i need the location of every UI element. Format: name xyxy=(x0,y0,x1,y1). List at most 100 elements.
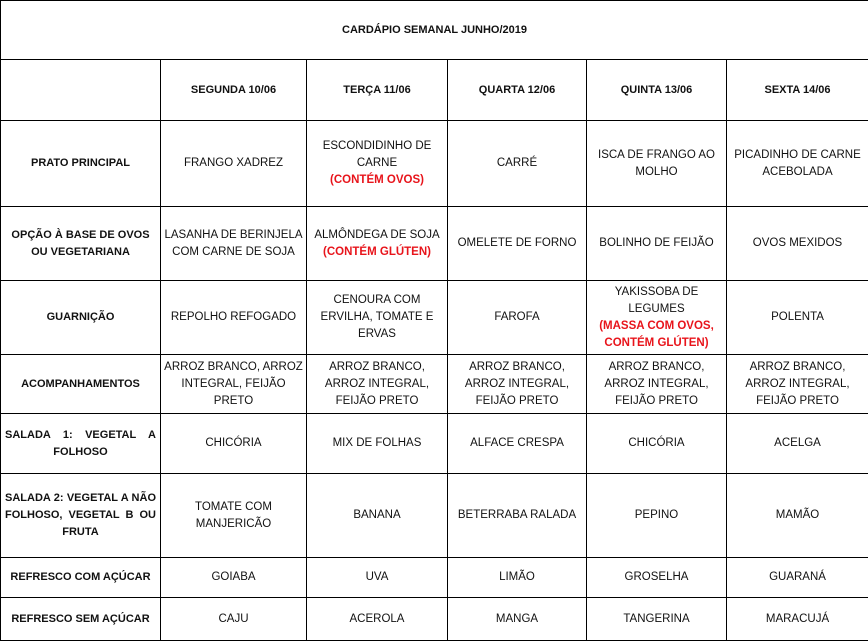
dish-text: TANGERINA xyxy=(623,612,690,625)
dish-text: LASANHA DE BERINJELA COM CARNE DE SOJA xyxy=(164,228,303,258)
dish-text: MIX DE FOLHAS xyxy=(332,437,422,449)
dish-text: ISCA DE FRANGO AO MOLHO xyxy=(598,148,715,178)
menu-cell: ALMÔNDEGA DE SOJA (CONTÉM GLÚTEN) xyxy=(306,206,448,281)
dish-text: LIMÃO xyxy=(499,571,535,583)
allergen-note: (MASSA COM OVOS, CONTÉM GLÚTEN) xyxy=(599,319,714,349)
dish-text: ARROZ BRANCO, ARROZ INTEGRAL, FEIJÃO PRE… xyxy=(164,360,303,407)
menu-cell: CHICÓRIA xyxy=(586,413,727,474)
dish-text: GUARANÁ xyxy=(769,571,826,583)
dish-text: GROSELHA xyxy=(624,571,689,583)
menu-cell: CAJU xyxy=(160,597,307,641)
menu-row: REFRESCO SEM AÇÚCAR CAJU ACEROLA MANGA TANGE… xyxy=(0,597,868,641)
row-label: REFRESCO SEM AÇÚCAR xyxy=(0,597,161,641)
dish-text: ALMÔNDEGA DE SOJA xyxy=(314,228,440,241)
menu-cell: TOMATE COM MANJERICÃO xyxy=(160,473,307,558)
row-label: GUARNIÇÃO xyxy=(0,280,161,355)
dish-text: ARROZ BRANCO, ARROZ INTEGRAL, FEIJÃO PRE… xyxy=(324,360,430,407)
menu-cell: FRANGO XADREZ xyxy=(160,120,307,207)
menu-cell: PEPINO xyxy=(586,473,727,558)
menu-cell: CARRÉ xyxy=(447,120,587,207)
menu-cell: TANGERINA xyxy=(586,597,727,641)
menu-cell: REPOLHO REFOGADO xyxy=(160,280,307,355)
menu-cell: POLENTA xyxy=(725,280,868,355)
dish-text: MAMÃO xyxy=(775,509,820,521)
menu-cell: ARROZ BRANCO, ARROZ INTEGRAL, FEIJÃO PRE… xyxy=(586,354,727,414)
menu-cell: PICADINHO DE CARNE ACEBOLADA xyxy=(725,120,868,207)
dish-text: FRANGO XADREZ xyxy=(183,157,284,169)
menu-cell: ARROZ BRANCO, ARROZ INTEGRAL, FEIJÃO PRE… xyxy=(306,354,448,414)
menu-cell: BOLINHO DE FEIJÃO xyxy=(586,206,727,281)
dish-text: CENOURA COM ERVILHA, TOMATE E ERVAS xyxy=(320,294,434,340)
menu-cell: CHICÓRIA xyxy=(160,413,307,474)
dish-text: BETERRABA RALADA xyxy=(457,509,577,521)
allergen-note: (CONTÉM GLÚTEN) xyxy=(323,245,431,258)
dish-text: FAROFA xyxy=(494,311,540,323)
dish-text: TOMATE COM MANJERICÃO xyxy=(195,500,272,530)
row-label: ACOMPANHAMENTOS xyxy=(0,354,161,414)
menu-cell: ACEROLA xyxy=(306,597,448,641)
dish-text: BANANA xyxy=(353,509,401,521)
dish-text: GOIABA xyxy=(211,571,256,583)
menu-cell: MANGA xyxy=(447,597,587,641)
dish-text: OVOS MEXIDOS xyxy=(752,237,843,249)
dish-text: REPOLHO REFOGADO xyxy=(170,311,297,323)
dish-text: CHICÓRIA xyxy=(628,437,685,449)
dish-text: YAKISSOBA DE LEGUMES xyxy=(614,285,699,315)
day-header: QUARTA 12/06 xyxy=(447,59,587,121)
dish-text: MARACUJÁ xyxy=(765,612,830,625)
menu-cell: ACELGA xyxy=(725,413,868,474)
menu-title: CARDÁPIO SEMANAL JUNHO/2019 xyxy=(0,0,868,60)
dish-text: ARROZ BRANCO, ARROZ INTEGRAL, FEIJÃO PRE… xyxy=(604,360,709,407)
dish-text: CHICÓRIA xyxy=(205,437,262,449)
dish-text: ARROZ BRANCO, ARROZ INTEGRAL, FEIJÃO PRE… xyxy=(464,360,570,407)
menu-cell: CENOURA COM ERVILHA, TOMATE E ERVAS xyxy=(306,280,448,355)
menu-cell: MAMÃO xyxy=(725,473,868,558)
menu-row: REFRESCO COM AÇÚCAR GOIABA UVA LIMÃO GROSELH… xyxy=(0,557,868,598)
dish-text: ESCONDIDINHO DE CARNE xyxy=(322,140,432,169)
allergen-note: (CONTÉM OVOS) xyxy=(330,174,424,186)
menu-row: SALADA 2: VEGETAL A NÃO FOLHOSO, VEGETAL… xyxy=(0,473,868,558)
menu-cell: GUARANÁ xyxy=(725,557,868,598)
menu-cell: OMELETE DE FORNO xyxy=(447,206,587,281)
dish-text: CAJU xyxy=(218,612,249,625)
dish-text: PEPINO xyxy=(634,509,679,521)
dish-text: ACELGA xyxy=(774,437,821,449)
row-label: SALADA 2: VEGETAL A NÃO FOLHOSO, VEGETAL… xyxy=(0,473,161,558)
dish-text: MANGA xyxy=(495,612,539,625)
menu-cell: ALFACE CRESPA xyxy=(447,413,587,474)
menu-cell: FAROFA xyxy=(447,280,587,355)
menu-cell: MARACUJÁ xyxy=(725,597,868,641)
dish-text: UVA xyxy=(365,571,389,583)
dish-text: ACEROLA xyxy=(349,612,405,625)
menu-cell: MIX DE FOLHAS xyxy=(306,413,448,474)
menu-row: PRATO PRINCIPAL FRANGO XADREZ ESCONDIDINHO… xyxy=(0,120,868,207)
row-label: SALADA 1: VEGETAL A FOLHOSO xyxy=(0,413,161,474)
dish-text: POLENTA xyxy=(771,311,824,323)
menu-cell: GROSELHA xyxy=(586,557,727,598)
menu-row: GUARNIÇÃO REPOLHO REFOGADO CENOURA COM ERV… xyxy=(0,280,868,355)
menu-cell: ARROZ BRANCO, ARROZ INTEGRAL, FEIJÃO PRE… xyxy=(725,354,868,414)
menu-cell: GOIABA xyxy=(160,557,307,598)
menu-cell: ARROZ BRANCO, ARROZ INTEGRAL, FEIJÃO PRE… xyxy=(447,354,587,414)
dish-text: PICADINHO DE CARNE ACEBOLADA xyxy=(734,148,861,178)
row-label: PRATO PRINCIPAL xyxy=(0,120,161,207)
day-header: TERÇA 11/06 xyxy=(306,59,448,121)
dish-text: BOLINHO DE FEIJÃO xyxy=(599,237,714,249)
menu-cell: LIMÃO xyxy=(447,557,587,598)
menu-cell: ARROZ BRANCO, ARROZ INTEGRAL, FEIJÃO PRE… xyxy=(160,354,307,414)
day-header: SEXTA 14/06 xyxy=(725,59,868,121)
menu-row: ACOMPANHAMENTOS ARROZ BRANCO, ARROZ INTEG… xyxy=(0,354,868,414)
dish-text: ARROZ BRANCO, ARROZ INTEGRAL, FEIJÃO PRE… xyxy=(745,360,850,407)
corner-cell xyxy=(0,59,161,121)
dish-text: CARRÉ xyxy=(496,157,538,169)
menu-cell: BETERRABA RALADA xyxy=(447,473,587,558)
menu-cell: BANANA xyxy=(306,473,448,558)
menu-cell: ESCONDIDINHO DE CARNE (CONTÉM OVOS) xyxy=(306,120,448,207)
dish-text: ALFACE CRESPA xyxy=(470,437,564,449)
menu-cell: UVA xyxy=(306,557,448,598)
menu-row: SALADA 1: VEGETAL A FOLHOSO CHICÓRIA MIX D… xyxy=(0,413,868,474)
row-label: OPÇÃO À BASE DE OVOS OU VEGETARIANA xyxy=(0,206,161,281)
menu-cell: ISCA DE FRANGO AO MOLHO xyxy=(586,120,727,207)
menu-cell: OVOS MEXIDOS xyxy=(725,206,868,281)
dish-text: OMELETE DE FORNO xyxy=(457,237,577,249)
